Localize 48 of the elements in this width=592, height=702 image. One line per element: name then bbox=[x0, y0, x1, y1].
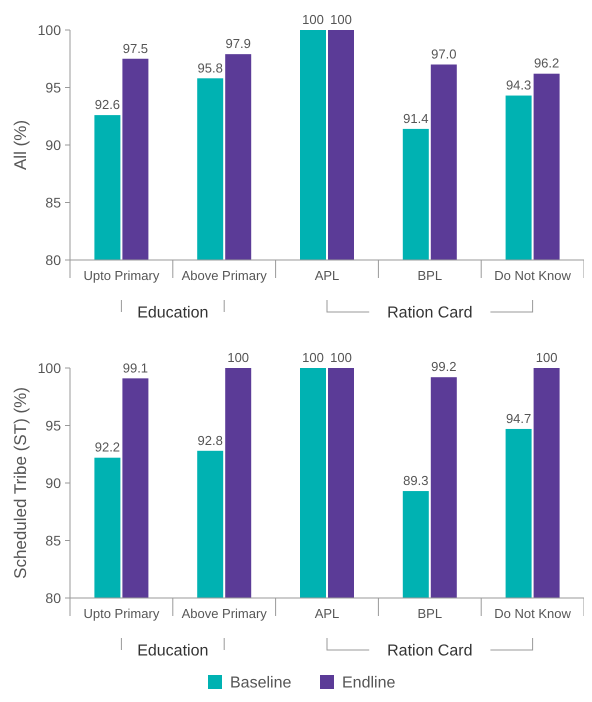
data-label: 89.3 bbox=[403, 473, 428, 488]
legend-label: Baseline bbox=[230, 674, 292, 692]
data-label: 100 bbox=[330, 12, 352, 27]
text: Education bbox=[137, 304, 208, 322]
legend-label: Endline bbox=[342, 674, 396, 692]
y-tick-label: 95 bbox=[45, 79, 62, 96]
text: Education bbox=[137, 642, 208, 660]
y-axis-title: Scheduled Tribe (ST) (%) bbox=[11, 387, 30, 579]
y-tick-label: 95 bbox=[45, 417, 62, 434]
data-label: 91.4 bbox=[403, 110, 428, 126]
x-tick-label: Upto Primary bbox=[83, 268, 160, 283]
x-tick-label: BPL bbox=[418, 268, 442, 283]
data-label: 95.8 bbox=[198, 60, 223, 76]
data-label: 97.9 bbox=[226, 36, 251, 52]
data-label: 94.3 bbox=[506, 78, 532, 93]
data-label: 97.5 bbox=[122, 40, 148, 56]
data-label: 94.7 bbox=[506, 410, 532, 426]
x-tick-label: Above Primary bbox=[182, 268, 268, 283]
data-label: 100 bbox=[330, 350, 352, 365]
data-label: 96.2 bbox=[534, 56, 560, 71]
x-tick-label: Do Not Know bbox=[494, 268, 572, 283]
data-label: 100 bbox=[302, 12, 324, 27]
x-tick-label: Upto Primary bbox=[83, 606, 160, 621]
data-label: 92.6 bbox=[94, 97, 120, 112]
x-tick-label: APL bbox=[314, 606, 340, 621]
y-tick-label: 85 bbox=[45, 194, 62, 210]
text: Ration Card bbox=[387, 642, 472, 660]
x-tick-label: BPL bbox=[418, 606, 442, 621]
y-axis-title: All (%) bbox=[11, 120, 30, 170]
y-tick-label: 80 bbox=[45, 590, 62, 606]
text: Ration Card bbox=[387, 304, 472, 322]
y-tick-label: 85 bbox=[45, 532, 62, 548]
y-tick-label: 90 bbox=[45, 474, 62, 491]
y-tick-label: 100 bbox=[38, 360, 62, 376]
x-tick-label: Do Not Know bbox=[494, 606, 572, 621]
data-label: 92.8 bbox=[198, 432, 223, 448]
x-tick-label: Above Primary bbox=[182, 606, 268, 621]
y-tick-label: 90 bbox=[45, 136, 62, 153]
data-label: 99.2 bbox=[431, 359, 456, 374]
data-label: 92.2 bbox=[94, 440, 120, 455]
data-label: 100 bbox=[302, 350, 324, 365]
data-label: 100 bbox=[227, 350, 250, 365]
y-tick-label: 100 bbox=[38, 22, 62, 38]
x-tick-label: APL bbox=[314, 268, 340, 283]
data-label: 97.0 bbox=[431, 46, 456, 62]
y-tick-label: 80 bbox=[45, 252, 62, 268]
data-label: 100 bbox=[536, 350, 558, 365]
data-label: 99.1 bbox=[122, 360, 148, 376]
